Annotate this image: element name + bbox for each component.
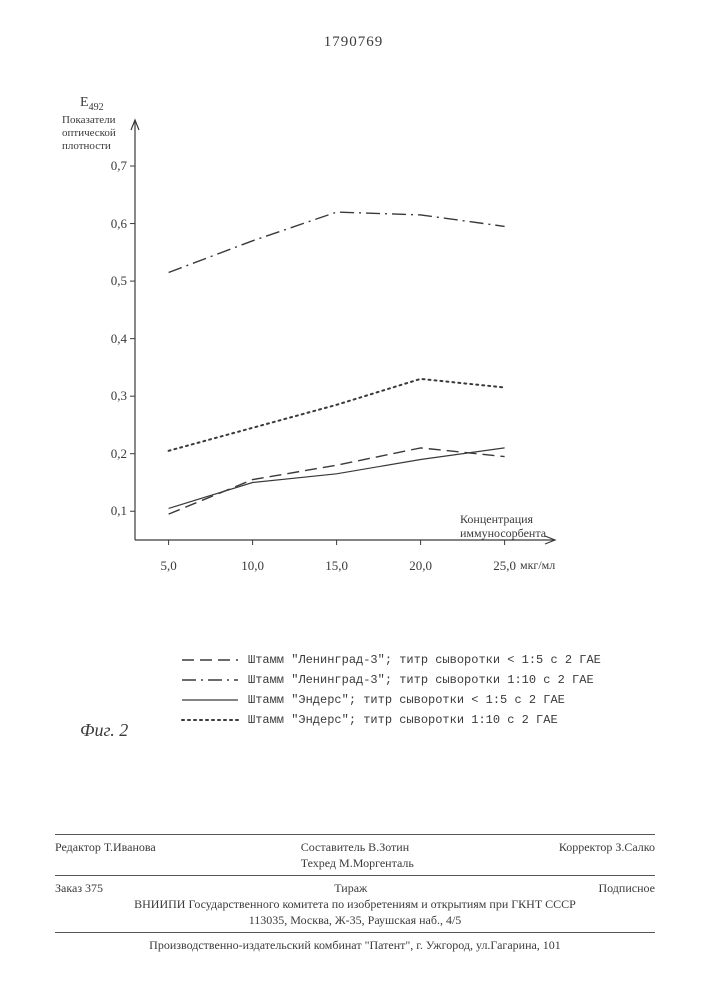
legend-swatch: [180, 653, 240, 667]
publisher-line: Производственно-издательский комбинат "П…: [55, 937, 655, 953]
legend-row: Штамм "Эндерс"; титр сыворотки < 1:5 с 2…: [180, 690, 601, 710]
x-tick-label: 25,0: [485, 558, 525, 574]
footer: Редактор Т.Иванова Составитель В.Зотин Т…: [55, 830, 655, 953]
legend-text: Штамм "Эндерс"; титр сыворотки < 1:5 с 2…: [248, 690, 565, 710]
org-line-2: 113035, Москва, Ж-35, Раушская наб., 4/5: [55, 912, 655, 928]
corrector: Корректор З.Салко: [559, 839, 655, 871]
y-tick-label: 0,5: [87, 273, 127, 289]
legend-swatch: [180, 693, 240, 707]
y-tick-label: 0,4: [87, 331, 127, 347]
legend-text: Штамм "Ленинград-3"; титр сыворотки 1:10…: [248, 670, 594, 690]
editor: Редактор Т.Иванова: [55, 839, 156, 871]
legend-swatch: [180, 673, 240, 687]
techred: Техред М.Моргенталь: [301, 856, 414, 870]
document-number: 1790769: [0, 34, 707, 51]
legend-swatch: [180, 713, 240, 727]
x-tick-label: 15,0: [317, 558, 357, 574]
legend-text: Штамм "Ленинград-3"; титр сыворотки < 1:…: [248, 650, 601, 670]
y-tick-label: 0,1: [87, 503, 127, 519]
legend: Штамм "Ленинград-3"; титр сыворотки < 1:…: [180, 650, 601, 730]
y-tick-label: 0,6: [87, 216, 127, 232]
legend-row: Штамм "Ленинград-3"; титр сыворотки < 1:…: [180, 650, 601, 670]
legend-text: Штамм "Эндерс"; титр сыворотки 1:10 с 2 …: [248, 710, 558, 730]
x-tick-label: 10,0: [233, 558, 273, 574]
y-tick-label: 0,2: [87, 446, 127, 462]
tirazh: Тираж: [334, 880, 367, 896]
org-line-1: ВНИИПИ Государственного комитета по изоб…: [55, 896, 655, 912]
x-axis-label: Концентрацияиммуносорбента: [460, 512, 546, 540]
y-tick-label: 0,3: [87, 388, 127, 404]
x-tick-label: 20,0: [401, 558, 441, 574]
y-tick-label: 0,7: [87, 158, 127, 174]
x-axis-unit: мкг/мл: [520, 558, 555, 573]
legend-row: Штамм "Эндерс"; титр сыворотки 1:10 с 2 …: [180, 710, 601, 730]
compiler: Составитель В.Зотин: [301, 840, 409, 854]
order-number: Заказ 375: [55, 880, 103, 896]
figure-label: Фиг. 2: [80, 720, 128, 741]
x-tick-label: 5,0: [149, 558, 189, 574]
subscription: Подписное: [598, 880, 655, 896]
legend-row: Штамм "Ленинград-3"; титр сыворотки 1:10…: [180, 670, 601, 690]
